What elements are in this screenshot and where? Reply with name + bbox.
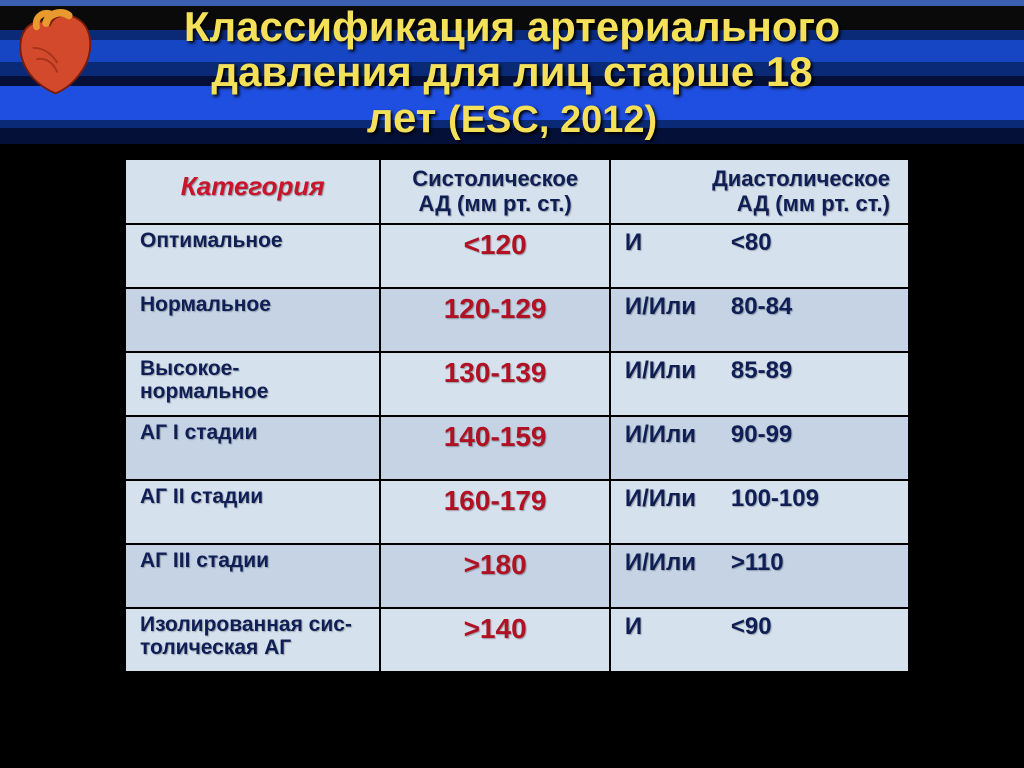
row-systolic-value: 130-139 [381,353,609,415]
row-diastolic-value: <90 [731,613,898,671]
row-conjunction: И [621,613,731,671]
table-row: АГ I стадии 140-159И/Или90-99 [125,416,909,480]
row-diastolic-value: 80-84 [731,293,898,351]
row-conjunction: И [621,229,731,287]
row-systolic-value: <120 [381,225,609,287]
table-row: Оптимальное <120И<80 [125,224,909,288]
title-line-1: Классификация артериального [184,3,840,50]
row-category-label: Высокое-нормальное [136,357,369,403]
row-systolic-value: 160-179 [381,481,609,543]
row-category-label: АГ I стадии [136,421,369,444]
row-diastolic-value: >110 [731,549,898,607]
table-row: АГ III стадии >180И/Или>110 [125,544,909,608]
bp-classification-table: Категория СистолическоеАД (мм рт. ст.) Д… [124,158,910,673]
header-category: Категория [126,160,379,208]
row-category-label: Оптимальное [136,229,369,252]
header-diastolic: ДиастолическоеАД (мм рт. ст.) [611,160,908,223]
slide-title: Классификация артериального давления для… [0,0,1024,141]
table-row: Нормальное 120-129И/Или80-84 [125,288,909,352]
row-conjunction: И/Или [621,485,731,543]
row-systolic-value: >180 [381,545,609,607]
row-conjunction: И/Или [621,421,731,479]
row-systolic-value: >140 [381,609,609,671]
title-line-2: давления для лиц старше 18 [211,48,812,95]
row-conjunction: И/Или [621,293,731,351]
table-row: Изолированная сис-толическая АГ >140И<90 [125,608,909,672]
row-conjunction: И/Или [621,357,731,415]
row-category-label: Нормальное [136,293,369,316]
title-subtitle: (ESC, 2012) [448,99,657,141]
row-systolic-value: 140-159 [381,417,609,479]
table-row: АГ II стадии 160-179И/Или100-109 [125,480,909,544]
row-category-label: АГ II стадии [136,485,369,508]
header-systolic: СистолическоеАД (мм рт. ст.) [381,160,609,223]
row-category-label: АГ III стадии [136,549,369,572]
row-diastolic-value: 100-109 [731,485,898,543]
table-row: Высокое-нормальное 130-139И/Или85-89 [125,352,909,416]
row-conjunction: И/Или [621,549,731,607]
row-diastolic-value: 85-89 [731,357,898,415]
row-diastolic-value: <80 [731,229,898,287]
row-systolic-value: 120-129 [381,289,609,351]
title-line-3: лет [367,94,437,141]
row-category-label: Изолированная сис-толическая АГ [136,613,369,659]
row-diastolic-value: 90-99 [731,421,898,479]
